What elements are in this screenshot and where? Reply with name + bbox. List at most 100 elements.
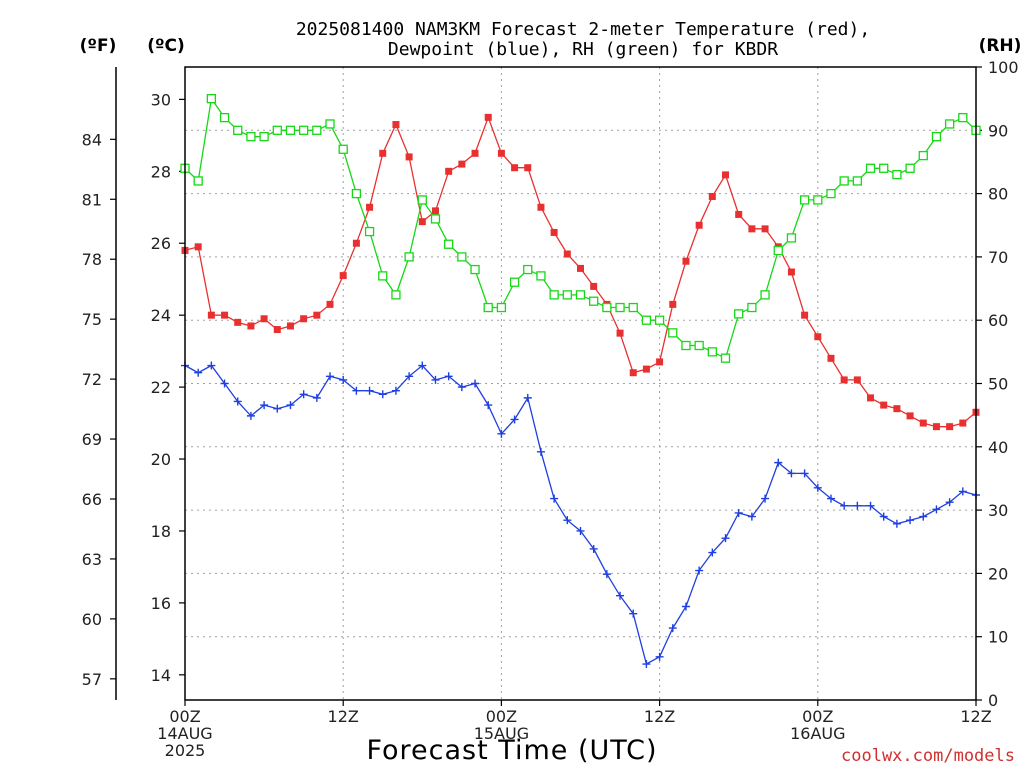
dewpoint-line bbox=[184, 364, 977, 665]
dewpoint-point bbox=[668, 624, 677, 633]
right-axis: 0 10 20 30 40 50 60 70 80 90 100 bbox=[976, 58, 1019, 710]
celsius-tick-label: 20 bbox=[151, 450, 171, 469]
temperature-point bbox=[352, 239, 360, 247]
fahrenheit-tick-label: 69 bbox=[82, 430, 102, 449]
dewpoint-point bbox=[602, 570, 611, 579]
rh-point bbox=[496, 302, 507, 313]
temperature-point bbox=[431, 207, 439, 215]
rh-point bbox=[391, 290, 401, 300]
x-tick-label: 00Z bbox=[169, 707, 200, 726]
dewpoint-point bbox=[681, 602, 690, 611]
dewpoint-point bbox=[246, 411, 255, 420]
fahrenheit-tick-label: 75 bbox=[82, 310, 102, 329]
x-tick-label: 12Z bbox=[960, 707, 991, 726]
rh-point bbox=[760, 290, 770, 300]
dewpoint-point bbox=[721, 534, 730, 543]
celsius-tick-label: 18 bbox=[151, 522, 171, 541]
rh-point bbox=[378, 271, 388, 281]
rh-point bbox=[549, 290, 559, 300]
temperature-point bbox=[761, 225, 769, 233]
chart-title-line-2: Dewpoint (blue), RH (green) for KBDR bbox=[388, 39, 778, 60]
dewpoint-point bbox=[431, 375, 440, 384]
rh-point bbox=[905, 163, 915, 173]
rh-point bbox=[931, 131, 942, 142]
dewpoint-point bbox=[233, 397, 242, 406]
temperature-point bbox=[326, 300, 334, 308]
temperature-point bbox=[682, 257, 690, 265]
dewpoint-point bbox=[642, 660, 651, 669]
dewpoint-point bbox=[523, 393, 532, 402]
temperature-point bbox=[286, 322, 294, 330]
temperature-point bbox=[629, 369, 637, 377]
temperature-point bbox=[880, 401, 888, 409]
fahrenheit-tick-label: 84 bbox=[82, 130, 102, 149]
temperature-point bbox=[524, 164, 532, 172]
plot-frame bbox=[184, 66, 977, 701]
temperature-point bbox=[946, 423, 954, 431]
rh-point bbox=[364, 226, 375, 237]
rh-tick-label: 40 bbox=[988, 438, 1008, 457]
rh-point bbox=[918, 150, 928, 161]
rh-point bbox=[444, 239, 454, 249]
rh-point bbox=[944, 119, 955, 129]
celsius-tick-label: 30 bbox=[151, 90, 171, 109]
dewpoint-point bbox=[853, 501, 862, 510]
rh-tick-label: 50 bbox=[988, 375, 1008, 394]
rh-point bbox=[272, 125, 282, 135]
rh-point bbox=[720, 353, 731, 363]
temperature-point bbox=[247, 322, 255, 330]
dewpoint-point bbox=[787, 469, 796, 478]
rh-point bbox=[747, 302, 757, 313]
rh-point bbox=[839, 176, 849, 186]
dewpoint-point bbox=[708, 548, 717, 557]
rh-tick-label: 70 bbox=[988, 248, 1008, 267]
dewpoint-point bbox=[391, 386, 400, 395]
rh-point bbox=[338, 144, 348, 154]
temperature-point bbox=[484, 113, 492, 121]
temperature-point bbox=[339, 272, 347, 280]
x-tick-label: 00Z bbox=[486, 707, 517, 726]
temperature-point bbox=[418, 218, 426, 226]
temperature-point bbox=[814, 333, 822, 341]
rh-point bbox=[536, 271, 546, 281]
celsius-tick-label: 28 bbox=[151, 162, 171, 181]
rh-point bbox=[312, 125, 322, 135]
rh-point bbox=[694, 340, 704, 351]
temperature-point bbox=[471, 149, 479, 157]
celsius-tick-label: 22 bbox=[151, 378, 171, 397]
temperature-point bbox=[932, 423, 940, 431]
temperature-point bbox=[550, 228, 558, 236]
dewpoint-point bbox=[695, 566, 704, 575]
left-axes: 57 60 63 66 69 72 75 78 81 84 14 16 18 20 22 24 26 28 30 bbox=[82, 67, 185, 700]
x-tick-label: 15AUG bbox=[474, 724, 529, 743]
celsius-tick-label: 16 bbox=[151, 594, 171, 613]
dewpoint-point bbox=[866, 501, 875, 510]
temperature-point bbox=[194, 243, 202, 251]
rh-point bbox=[852, 176, 862, 186]
rh-point bbox=[786, 233, 797, 243]
rh-point bbox=[285, 125, 296, 135]
temperature-point bbox=[392, 121, 400, 129]
dewpoint-point bbox=[378, 390, 387, 399]
rh-point bbox=[219, 112, 230, 123]
dewpoint-point bbox=[273, 404, 282, 413]
temperature-point bbox=[537, 203, 545, 211]
x-tick-label: 12Z bbox=[644, 707, 675, 726]
x-axis-label: Forecast Time (UTC) bbox=[366, 735, 657, 766]
dewpoint-point bbox=[536, 447, 545, 456]
grid-lines bbox=[185, 67, 976, 700]
rh-point bbox=[509, 277, 520, 287]
temperature-point bbox=[207, 311, 215, 319]
rh-point bbox=[562, 290, 572, 300]
rh-point bbox=[575, 290, 586, 300]
temperature-point bbox=[906, 412, 914, 420]
fahrenheit-tick-label: 66 bbox=[82, 490, 102, 509]
temperature-point bbox=[234, 318, 242, 326]
dewpoint-point bbox=[629, 609, 638, 618]
dewpoint-point bbox=[655, 652, 664, 661]
rh-point bbox=[430, 214, 441, 224]
temperature-point bbox=[735, 210, 743, 218]
rh-point bbox=[523, 264, 533, 275]
rh-point bbox=[892, 169, 902, 180]
